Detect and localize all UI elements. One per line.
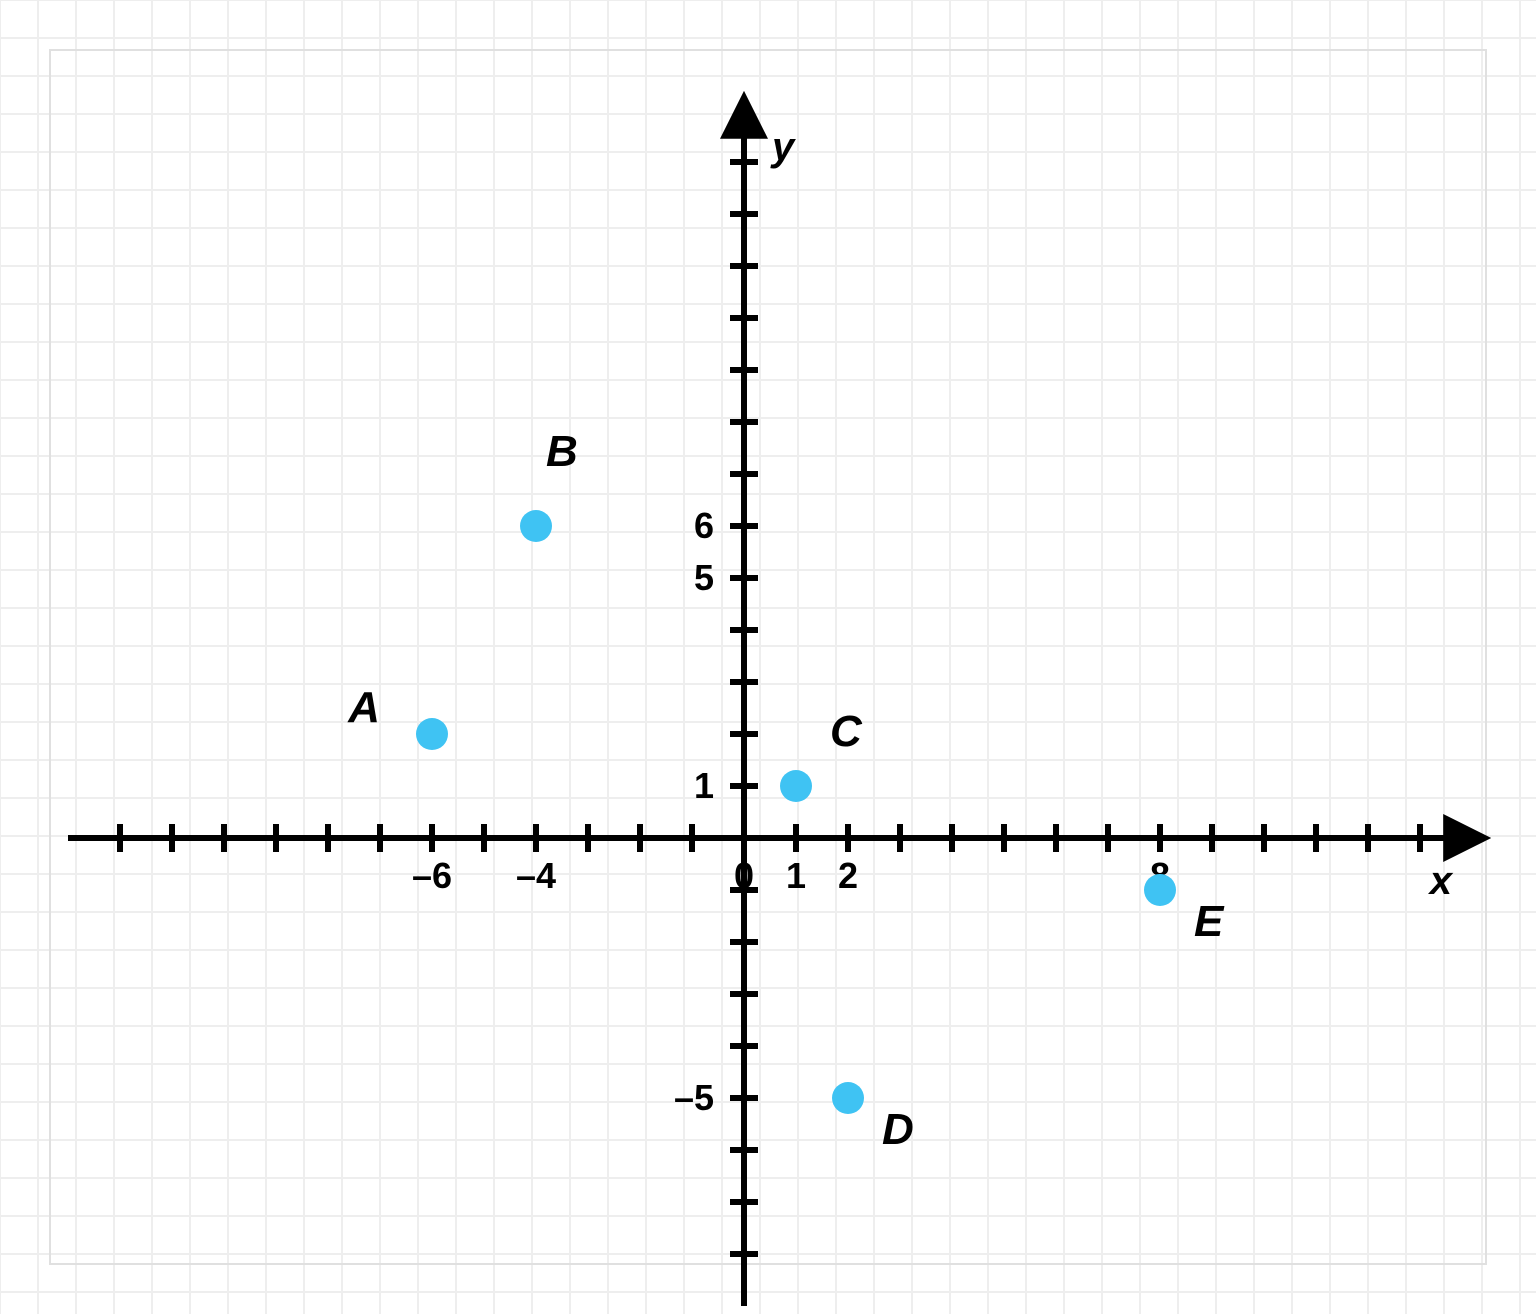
point-label-B: B [546, 427, 578, 476]
point-label-A: A [347, 683, 380, 732]
y-tick-label: 6 [694, 505, 714, 546]
point-label-D: D [882, 1105, 914, 1154]
x-axis-label: x [1428, 859, 1454, 903]
y-axis-label: y [770, 125, 796, 169]
point-label-E: E [1194, 897, 1225, 946]
x-tick-label: –4 [516, 855, 556, 896]
point-A [416, 718, 448, 750]
point-E [1144, 874, 1176, 906]
y-tick-label: 1 [694, 765, 714, 806]
x-tick-label: –6 [412, 855, 452, 896]
coordinate-plane: yx–6–40128156–5ABCDE [0, 0, 1536, 1314]
x-tick-label: 0 [734, 855, 754, 896]
y-tick-label: –5 [674, 1077, 714, 1118]
point-D [832, 1082, 864, 1114]
x-tick-label: 1 [786, 855, 806, 896]
point-C [780, 770, 812, 802]
y-tick-label: 5 [694, 557, 714, 598]
x-tick-label: 2 [838, 855, 858, 896]
point-B [520, 510, 552, 542]
point-label-C: C [830, 707, 863, 756]
